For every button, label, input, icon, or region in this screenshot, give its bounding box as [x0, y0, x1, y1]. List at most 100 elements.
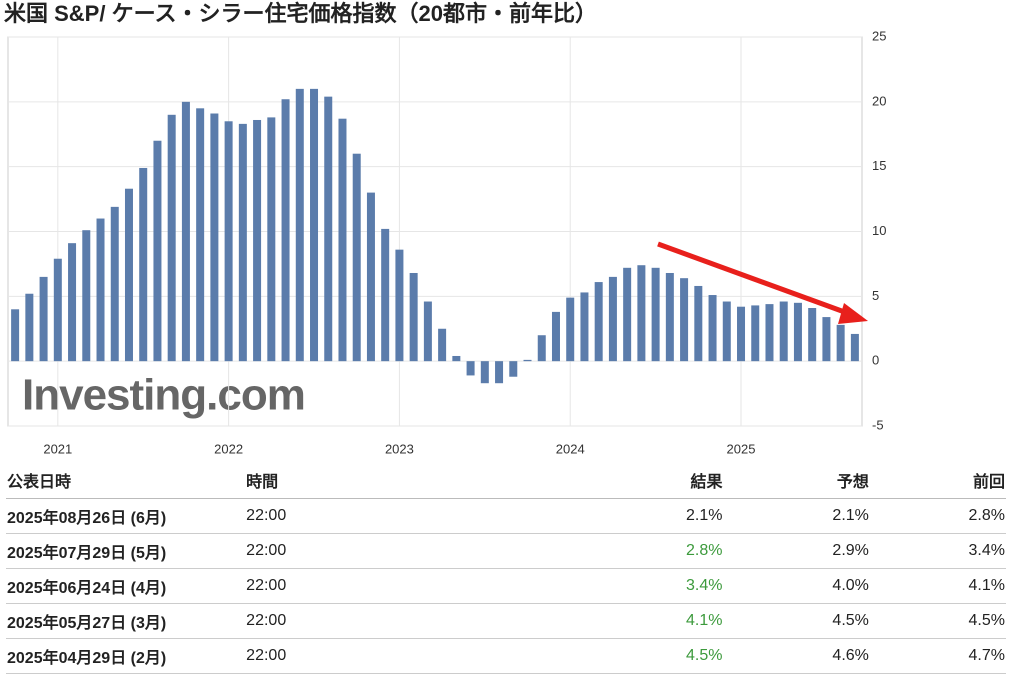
table-cell: 4.0% [723, 568, 870, 604]
table-cell: 4.5% [723, 603, 870, 639]
bar [566, 297, 575, 362]
y-tick-label: 15 [872, 158, 886, 173]
bar [395, 249, 404, 362]
bar [765, 304, 774, 362]
table-cell: 2.1% [608, 498, 724, 534]
bar [381, 228, 390, 362]
y-tick-label: 10 [872, 223, 886, 238]
bar [480, 361, 489, 384]
bar [324, 96, 333, 362]
table-cell: 2.9% [723, 533, 870, 569]
bar [836, 324, 845, 362]
bar [96, 218, 105, 362]
table-cell: 3.4% [608, 568, 724, 604]
bar [224, 121, 233, 362]
y-tick-label: 0 [872, 353, 879, 368]
bar [281, 99, 290, 362]
table-cell: 22:00 [245, 568, 609, 604]
bar [637, 265, 646, 362]
bar [53, 258, 62, 362]
table-cell: 2.8% [608, 533, 724, 569]
bar [580, 292, 589, 362]
bar [366, 192, 375, 362]
x-tick-label: 2021 [43, 441, 72, 456]
bar [665, 272, 674, 362]
bar [295, 88, 304, 362]
x-tick-label: 2023 [385, 441, 414, 456]
table-cell: 2025年07月29日 (5月) [6, 533, 246, 569]
bar [181, 101, 190, 362]
table-cell: 2025年08月26日 (6月) [6, 498, 246, 534]
table-cell: 2.8% [869, 498, 1006, 534]
table-cell: 2025年05月27日 (3月) [6, 603, 246, 639]
table-cell: 2025年06月24日 (4月) [6, 568, 246, 604]
table-cell: 4.5% [608, 638, 724, 674]
table-cell: 3.4% [869, 533, 1006, 569]
bar [310, 88, 319, 362]
bar [238, 123, 247, 362]
bar [25, 293, 34, 362]
x-tick-label: 2024 [556, 441, 585, 456]
column-header: 公表日時 [6, 462, 246, 499]
bar [793, 302, 802, 362]
y-tick-label: 25 [872, 28, 886, 43]
y-tick-label: 5 [872, 288, 879, 303]
bar [267, 117, 276, 362]
bar [737, 306, 746, 362]
bar [822, 317, 831, 362]
bar [39, 276, 48, 362]
bar [253, 119, 262, 362]
release-table: 公表日時 時間 結果 予想 前回 2025年08月26日 (6月) 22:00 2.1% 2.… [6, 462, 1006, 674]
column-header: 時間 [245, 462, 609, 499]
trend-arrow [657, 241, 851, 317]
bar [594, 282, 603, 362]
x-tick-label: 2025 [727, 441, 756, 456]
column-header: 前回 [869, 462, 1006, 499]
bar [694, 285, 703, 362]
table-cell: 22:00 [245, 533, 609, 569]
bar [210, 113, 219, 362]
column-header: 予想 [723, 462, 870, 499]
bar [438, 328, 447, 362]
bar [139, 167, 148, 362]
arrow-head [838, 303, 868, 324]
table-cell: 22:00 [245, 603, 609, 639]
bar [11, 309, 20, 362]
bar [423, 301, 432, 362]
y-tick-label: 20 [872, 93, 886, 108]
table-row: 2025年08月26日 (6月) 22:00 2.1% 2.1% 2.8% [6, 498, 1006, 534]
table-row: 2025年07月29日 (5月) 22:00 2.8% 2.9% 3.4% [6, 533, 1006, 569]
bar [352, 153, 361, 362]
bar [551, 311, 560, 362]
table-cell: 22:00 [245, 638, 609, 674]
bar [466, 361, 475, 376]
table-cell: 4.1% [869, 568, 1006, 604]
bar [808, 308, 817, 362]
bar [537, 335, 546, 362]
bar [452, 355, 461, 362]
bar [722, 301, 731, 362]
bar [523, 359, 532, 362]
table-row: 2025年05月27日 (3月) 22:00 4.1% 4.5% 4.5% [6, 603, 1006, 639]
bar [68, 243, 77, 362]
bar [167, 114, 176, 362]
bar [124, 188, 133, 362]
bar [509, 361, 518, 377]
bar [495, 361, 504, 384]
y-tick-label: -5 [872, 417, 884, 432]
bar [850, 333, 859, 362]
bar [608, 276, 617, 362]
bar [623, 267, 632, 362]
watermark: Investing.com [22, 371, 305, 420]
bar [751, 305, 760, 362]
bar [338, 118, 347, 362]
bar [651, 267, 660, 362]
chart-title: 米国 S&P/ ケース・シラー住宅価格指数（20都市・前年比） [4, 1, 597, 26]
table-cell: 4.7% [869, 638, 1006, 674]
table-row: 2025年04月29日 (2月) 22:00 4.5% 4.6% 4.7% [6, 638, 1006, 674]
bar [409, 272, 418, 362]
table-cell: 4.1% [608, 603, 724, 639]
table-cell: 2.1% [723, 498, 870, 534]
